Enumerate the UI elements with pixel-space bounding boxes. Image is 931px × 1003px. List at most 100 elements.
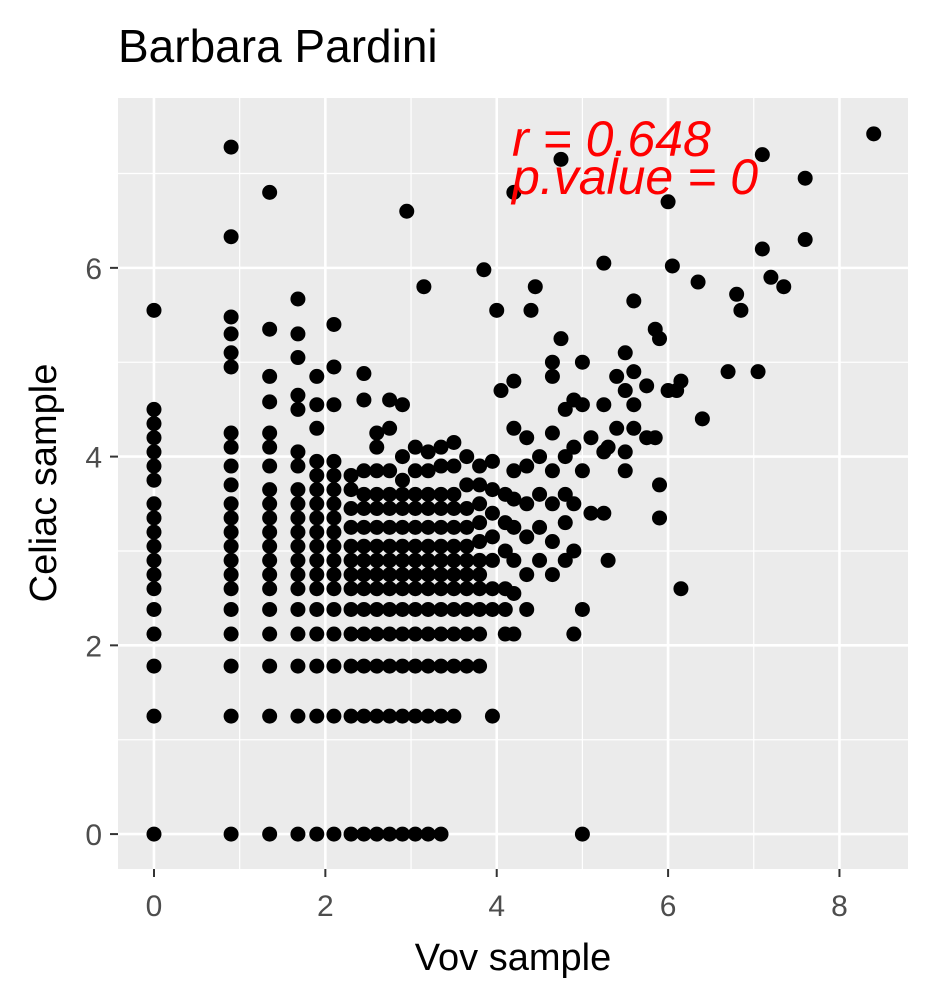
data-point [309,420,325,436]
x-axis: 0 2 4 6 8 [146,869,848,923]
data-point [262,552,278,568]
data-point [407,538,423,554]
data-point [290,538,306,554]
data-point [290,387,306,403]
data-point [290,291,306,307]
data-point [309,397,325,413]
data-point [446,552,462,568]
data-point [146,581,162,597]
data-point [407,439,423,455]
data-point [506,420,522,436]
data-point [356,463,372,479]
data-point [262,458,278,474]
data-point [484,581,500,597]
data-point [146,626,162,642]
data-point [433,658,449,674]
data-point [223,229,239,245]
data-point [382,463,398,479]
data-point [652,477,668,493]
data-point [407,626,423,642]
data-point [420,486,436,502]
data-point [484,482,500,498]
data-point [309,708,325,724]
data-point [356,392,372,408]
data-point [519,529,535,545]
data-point [309,552,325,568]
data-point [146,496,162,512]
data-point [223,581,239,597]
data-point [290,458,306,474]
data-point [146,430,162,446]
data-point [446,458,462,474]
data-point [326,316,342,332]
data-point [484,708,500,724]
data-point [553,151,569,167]
data-point [506,552,522,568]
x-tick-label: 2 [317,890,334,923]
data-point [532,449,548,465]
data-point [506,491,522,507]
data-point [523,302,539,318]
data-point [617,444,633,460]
data-point [146,401,162,417]
data-point [459,538,475,554]
data-point [356,826,372,842]
data-point [544,496,560,512]
data-point [652,510,668,526]
data-point [356,658,372,674]
data-point [369,581,385,597]
data-point [309,567,325,583]
data-point [407,486,423,502]
data-point [459,567,475,583]
data-point [326,359,342,375]
data-point [472,458,488,474]
data-point [433,626,449,642]
data-point [309,368,325,384]
data-point [433,439,449,455]
data-point [557,515,573,531]
data-point [290,708,306,724]
data-point [407,501,423,517]
data-point [420,626,436,642]
data-point [146,416,162,432]
data-point [382,486,398,502]
data-point [223,658,239,674]
data-point [290,658,306,674]
data-point [223,439,239,455]
data-point [356,581,372,597]
data-point [420,567,436,583]
data-point [309,826,325,842]
data-point [309,453,325,469]
data-point [343,538,359,554]
data-point [553,331,569,347]
data-point [326,510,342,526]
data-point [566,439,582,455]
data-point [797,232,813,248]
data-point [356,538,372,554]
data-point [146,567,162,583]
data-point [356,601,372,617]
data-point [776,279,792,295]
data-point [326,826,342,842]
data-point [382,501,398,517]
data-point [394,519,410,535]
data-point [146,444,162,460]
data-point [146,524,162,540]
data-point [407,601,423,617]
data-point [617,383,633,399]
data-point [290,581,306,597]
data-point [262,658,278,674]
data-point [262,496,278,512]
data-point [223,326,239,342]
data-point [262,321,278,337]
data-point [382,626,398,642]
data-point [382,708,398,724]
data-points [146,126,882,842]
data-point [446,601,462,617]
data-point [343,826,359,842]
data-point [382,519,398,535]
data-point [626,420,642,436]
y-tick-label: 4 [85,442,102,475]
data-point [326,708,342,724]
data-point [446,708,462,724]
